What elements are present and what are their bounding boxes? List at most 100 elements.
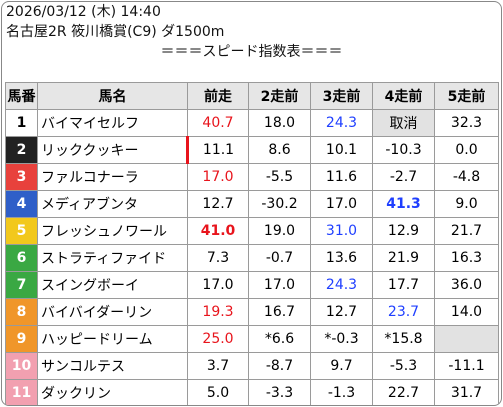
row: 9 ハッピードリーム 25.0 *6.6 *-0.3 *15.8 [5, 325, 499, 353]
column-header: 馬番 [5, 82, 38, 110]
index-cell: -4.8 [434, 163, 499, 191]
column-header: 5走前 [434, 82, 499, 110]
index-cell: 41.0 [187, 217, 249, 245]
row: 8 バイバイダーリン 19.3 16.7 12.7 23.7 14.0 [5, 298, 499, 326]
index-cell: 21.9 [372, 244, 435, 272]
index-cell: 36.0 [434, 271, 499, 299]
index-cell: 23.7 [372, 298, 435, 326]
horse-name: メディアブンタ [37, 190, 188, 218]
horse-name: バイバイダーリン [37, 298, 188, 326]
index-cell: 19.0 [248, 217, 311, 245]
horse-name: ストラティファイド [37, 244, 188, 272]
index-cell: 18.0 [248, 109, 311, 137]
index-cell: 11.1 [186, 136, 249, 164]
index-cell: 24.3 [310, 271, 373, 299]
index-cell: 19.3 [187, 298, 249, 326]
index-cell: *6.6 [248, 325, 311, 353]
column-header: 馬名 [37, 82, 188, 110]
index-cell: -3.3 [248, 379, 311, 405]
datetime: 2026/03/12 (木) 14:40 [6, 4, 161, 20]
table-title: ＝＝＝スピード指数表＝＝＝ [160, 44, 343, 60]
race-info: 名古屋2R 筱川橋賞(C9) ダ1500m [6, 24, 225, 40]
index-cell: 8.6 [248, 136, 311, 164]
row: 10 サンコルテス 3.7 -8.7 9.7 -5.3 -11.1 [5, 352, 499, 380]
header-row: 馬番 馬名 前走 2走前 3走前 4走前 5走前 [5, 82, 499, 110]
index-cell: 17.0 [187, 163, 249, 191]
horse-name: フレッシュノワール [37, 217, 188, 245]
index-cell: -10.3 [372, 136, 435, 164]
row: 5 フレッシュノワール 41.0 19.0 31.0 12.9 21.7 [5, 217, 499, 245]
index-cell: 3.7 [187, 352, 249, 380]
index-cell: -5.5 [248, 163, 311, 191]
index-cell: *-0.3 [310, 325, 373, 353]
index-cell: 21.7 [434, 217, 499, 245]
index-cell: 14.0 [434, 298, 499, 326]
index-cell: 17.7 [372, 271, 435, 299]
horse-number: 4 [5, 190, 38, 218]
speed-table: 馬番 馬名 前走 2走前 3走前 4走前 5走前 1 バイマイセルフ 40.7 18.0 24.3 取… [5, 82, 499, 405]
horse-name: ダックリン [37, 379, 188, 405]
horse-number: 5 [5, 217, 38, 245]
index-cell: 17.0 [248, 271, 311, 299]
index-cell: 40.7 [187, 109, 249, 137]
index-cell: -1.3 [310, 379, 373, 405]
index-cell: 7.3 [187, 244, 249, 272]
row: 2 リッククッキー 11.1 8.6 10.1 -10.3 0.0 [5, 136, 499, 164]
index-cell: 0.0 [434, 136, 499, 164]
index-cell: 16.3 [434, 244, 499, 272]
horse-name: サンコルテス [37, 352, 188, 380]
index-cell: 32.3 [434, 109, 499, 137]
horse-name: バイマイセルフ [37, 109, 188, 137]
row: 4 メディアブンタ 12.7 -30.2 17.0 41.3 9.0 [5, 190, 499, 218]
column-header: 前走 [187, 82, 249, 110]
index-cell: 9.0 [434, 190, 499, 218]
index-cell: -8.7 [248, 352, 311, 380]
index-cell: 12.7 [310, 298, 373, 326]
index-cell: -11.1 [434, 352, 499, 380]
index-cell: 13.6 [310, 244, 373, 272]
index-cell: 12.7 [187, 190, 249, 218]
index-cell: -2.7 [372, 163, 435, 191]
index-cell: 31.7 [434, 379, 499, 405]
horse-number: 7 [5, 271, 38, 299]
column-header: 3走前 [310, 82, 373, 110]
index-cell: -30.2 [248, 190, 311, 218]
row: 7 スイングボーイ 17.0 17.0 24.3 17.7 36.0 [5, 271, 499, 299]
row: 6 ストラティファイド 7.3 -0.7 13.6 21.9 16.3 [5, 244, 499, 272]
horse-number: 10 [5, 352, 38, 380]
horse-name: リッククッキー [37, 136, 188, 164]
horse-number: 3 [5, 163, 38, 191]
horse-name: スイングボーイ [37, 271, 188, 299]
index-cell: 取消 [372, 109, 435, 137]
column-header: 2走前 [248, 82, 311, 110]
horse-number: 2 [5, 136, 38, 164]
index-cell: -5.3 [372, 352, 435, 380]
index-cell: 31.0 [310, 217, 373, 245]
index-cell: 25.0 [187, 325, 249, 353]
horse-number: 11 [5, 379, 38, 405]
row: 11 ダックリン 5.0 -3.3 -1.3 22.7 31.7 [5, 379, 499, 405]
index-cell: 17.0 [310, 190, 373, 218]
horse-number: 6 [5, 244, 38, 272]
index-cell: *15.8 [372, 325, 435, 353]
index-cell: 41.3 [372, 190, 435, 218]
index-cell: 22.7 [372, 379, 435, 405]
index-cell: 5.0 [187, 379, 249, 405]
index-cell: 9.7 [310, 352, 373, 380]
index-cell: 12.9 [372, 217, 435, 245]
horse-number: 9 [5, 325, 38, 353]
horse-name: ファルコナーラ [37, 163, 188, 191]
horse-number: 1 [5, 109, 38, 137]
index-cell: 16.7 [248, 298, 311, 326]
index-cell: -0.7 [248, 244, 311, 272]
column-header: 4走前 [372, 82, 435, 110]
row: 3 ファルコナーラ 17.0 -5.5 11.6 -2.7 -4.8 [5, 163, 499, 191]
index-cell: 11.6 [310, 163, 373, 191]
index-cell: 10.1 [310, 136, 373, 164]
index-cell: 17.0 [187, 271, 249, 299]
row: 1 バイマイセルフ 40.7 18.0 24.3 取消 32.3 [5, 109, 499, 137]
index-cell: 24.3 [310, 109, 373, 137]
index-cell [434, 325, 499, 353]
horse-name: ハッピードリーム [37, 325, 188, 353]
